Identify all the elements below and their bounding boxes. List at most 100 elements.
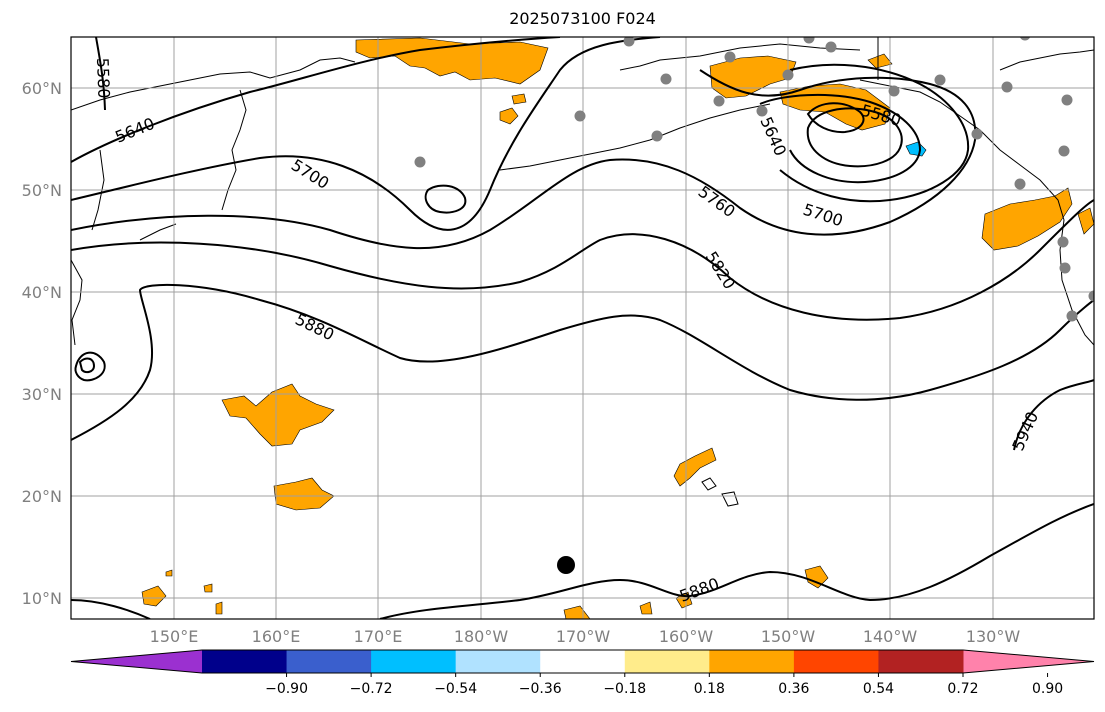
station-dot (623, 37, 635, 47)
coastline-sakhalin (91, 149, 105, 231)
contour-5880-mid (71, 283, 1094, 441)
colorbar-tick-label: −0.54 (434, 681, 477, 697)
contour-5640-east (759, 93, 922, 184)
lon-label: 160°W (659, 627, 714, 646)
station-dot (1059, 262, 1071, 274)
station-dot (1001, 81, 1013, 93)
contour-5940 (1013, 379, 1094, 451)
station-dot (1057, 236, 1069, 248)
contour-5880-south (379, 503, 1094, 619)
coastline-asia (71, 57, 356, 111)
lat-label: 30°N (22, 385, 62, 404)
lat-label: 50°N (22, 181, 62, 200)
contour-5580-west (95, 37, 106, 111)
colorbar-tick-label: 0.90 (1032, 681, 1063, 697)
contour-low-west (424, 184, 467, 214)
coastlines (71, 37, 1094, 507)
colorbar-segment (371, 650, 457, 673)
station-dot (1066, 310, 1078, 322)
lon-label: 140°W (863, 627, 918, 646)
contour-5580-east (806, 107, 903, 168)
anomaly-patch-midpac-1 (221, 383, 335, 447)
anomaly-patch-south-5 (639, 601, 653, 615)
coastline-aleutians (499, 103, 771, 171)
contour-5700-east (779, 63, 970, 203)
coastline-alaska-south (859, 79, 1094, 346)
anomaly-patch-pacnw-2 (1077, 207, 1094, 235)
station-dot (1014, 178, 1026, 190)
colorbar-segment (202, 650, 288, 673)
anomaly-patch-tiny-3 (165, 569, 173, 577)
station-dot (651, 130, 663, 142)
contour-5580-inner (806, 102, 865, 134)
colorbar-extend-max (963, 650, 1094, 673)
coastline-japan (71, 259, 83, 346)
station-dot (660, 73, 672, 85)
colorbar-segment (793, 650, 879, 673)
coastline-canada (999, 49, 1094, 71)
colorbar-segment (455, 650, 541, 673)
colorbar-outline (70, 649, 1095, 674)
station-dot (825, 41, 837, 53)
contour-label: 5580 (93, 57, 113, 98)
contour-5760 (71, 69, 977, 250)
station-markers (414, 37, 1094, 322)
colorbar-tick-label: −0.90 (265, 681, 308, 697)
colorbar: −0.90 −0.72 −0.54 −0.36 −0.18 0.18 0.36 0.54 0.7… (70, 649, 1095, 697)
station-dot (756, 105, 768, 117)
station-dot (888, 85, 900, 97)
station-dot (1088, 290, 1094, 302)
contour-5640-west (71, 37, 561, 163)
lat-label: 10°N (22, 589, 62, 608)
anomaly-patch-south-2 (141, 585, 167, 607)
station-dot (782, 69, 794, 81)
station-dot (1061, 94, 1073, 106)
contour-5820 (71, 199, 1094, 321)
lat-label: 20°N (22, 487, 62, 506)
colorbar-segment (286, 650, 372, 673)
station-dot (934, 74, 946, 86)
contour-low-small (74, 351, 106, 382)
map-area: 5580 5640 5700 5640 5580 5760 5700 5820 … (71, 37, 1094, 619)
colorbar-segment (709, 650, 795, 673)
longitude-labels: 150°E 160°E 170°E 180°W 170°W 160°W 150°… (150, 627, 1021, 646)
lat-label: 40°N (22, 283, 62, 302)
map-frame (70, 36, 1095, 620)
lon-label: 170°E (354, 627, 403, 646)
lon-label: 150°W (761, 627, 816, 646)
colorbar-segment (540, 650, 626, 673)
negative-anomaly-patch (905, 141, 927, 157)
contour-5700 (71, 37, 661, 231)
station-dot (803, 37, 815, 44)
map-title: 2025073100 F024 (509, 9, 656, 28)
lon-label: 170°W (556, 627, 611, 646)
anomaly-patch-small-1 (499, 107, 519, 125)
lon-label: 130°W (966, 627, 1021, 646)
anomaly-patch-tiny-2 (215, 601, 223, 615)
coastline-hawaii-2 (721, 491, 739, 507)
height-contours (71, 37, 1094, 619)
colorbar-segment (624, 650, 710, 673)
colorbar-tick-label: 0.72 (947, 681, 978, 697)
anomaly-patch-small-2 (511, 93, 527, 105)
station-dot (971, 128, 983, 140)
colorbar-tick-label: 0.36 (778, 681, 809, 697)
lat-label: 60°N (22, 79, 62, 98)
colorbar-tick-label: −0.18 (603, 681, 646, 697)
lon-label: 150°E (150, 627, 199, 646)
contour-low-small-2 (78, 357, 96, 374)
anomaly-patch-pacnw (981, 187, 1073, 251)
coastline-hawaii-1 (701, 477, 717, 491)
latitude-labels: 10°N 20°N 30°N 40°N 50°N 60°N (22, 79, 62, 608)
station-dot (724, 51, 736, 63)
station-dot (414, 156, 426, 168)
station-dot (1019, 37, 1031, 41)
anomaly-patch-alaska-3 (867, 53, 893, 69)
colorbar-extend-min (71, 650, 202, 673)
colorbar-tick-label: −0.36 (519, 681, 562, 697)
coastline-japan-2 (139, 223, 177, 241)
grid-lines (71, 37, 1094, 619)
storm-marker (557, 556, 575, 574)
station-dot (713, 95, 725, 107)
